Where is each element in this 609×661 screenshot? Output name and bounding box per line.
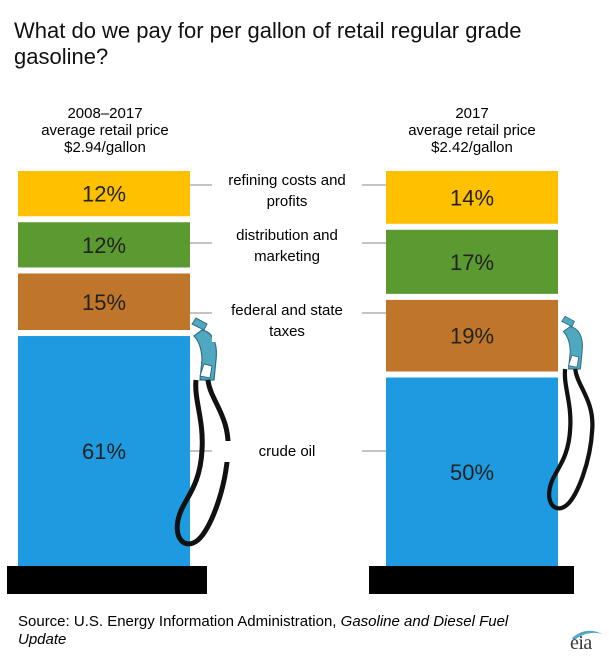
eia-logo: eia (568, 628, 604, 654)
pump-base-left (7, 566, 207, 594)
category-label-distribution: distribution and marketing (212, 225, 362, 267)
pump-base-right (369, 566, 574, 594)
percent-label-refining-left: 12% (82, 182, 126, 207)
percent-label-distribution-left: 12% (82, 233, 126, 258)
chart-title: What do we pay for per gallon of retail … (14, 18, 522, 69)
column-header-right-caption: average retail price (408, 122, 536, 139)
column-header-right-price: $2.42/gallon (431, 139, 513, 156)
bar-segment-refining-right (386, 171, 558, 224)
bar-segment-refining-left (18, 171, 190, 217)
category-label-taxes: federal and state taxes (212, 300, 362, 342)
eia-logo-swoosh-icon (572, 630, 602, 640)
pump-bases (7, 566, 574, 594)
column-header-right: 2017 average retail price $2.42/gallon (386, 105, 558, 156)
percent-label-taxes-right: 19% (450, 324, 494, 349)
category-label-refining: refining costs and profits (212, 170, 362, 212)
source-note: Source: U.S. Energy Information Administ… (18, 613, 509, 648)
percent-labels: 12% 12% 15% 61% 14% 17% 19% 50% (82, 182, 494, 485)
column-header-left-price: $2.94/gallon (64, 139, 146, 156)
column-header-left-period: 2008–2017 (67, 105, 143, 122)
column-header-left: 2008–2017 average retail price $2.94/gal… (18, 105, 192, 156)
bar-segments (18, 171, 558, 566)
bar-segment-distribution-left (18, 222, 190, 268)
column-header-left-caption: average retail price (41, 122, 169, 139)
bar-segment-taxes-left (18, 273, 190, 331)
column-header-right-period: 2017 (455, 105, 489, 122)
bar-segment-crude-left (18, 336, 190, 566)
category-label-crude: crude oil (212, 441, 362, 462)
percent-label-taxes-left: 15% (82, 290, 126, 315)
bar-segment-distribution-right (386, 229, 558, 294)
pump-nozzle-right-icon (547, 315, 595, 511)
percent-label-crude-left: 61% (82, 439, 126, 464)
bar-segment-crude-right (386, 377, 558, 566)
percent-label-refining-right: 14% (450, 185, 494, 210)
eia-logo-text: eia (570, 632, 592, 654)
percent-label-crude-right: 50% (450, 460, 494, 485)
percent-label-distribution-right: 17% (450, 250, 494, 275)
bar-segment-taxes-right (386, 299, 558, 372)
